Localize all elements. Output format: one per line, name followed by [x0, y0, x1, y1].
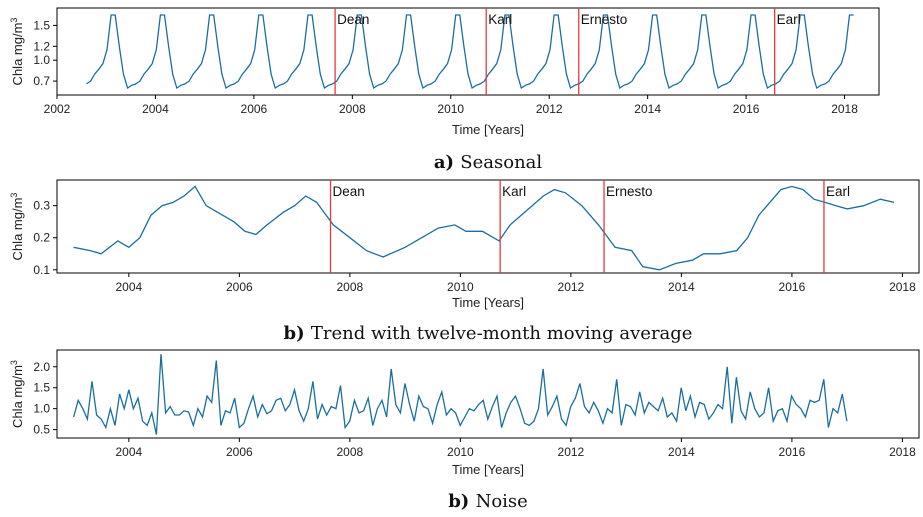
x-tick-label: 2004	[115, 280, 142, 294]
y-tick-label: 0.3	[33, 199, 50, 213]
x-tick-label: 2012	[558, 445, 585, 459]
event-label-earl: Earl	[777, 12, 801, 27]
series-line	[72, 354, 848, 435]
y-tick-label: 2.0	[33, 360, 50, 374]
x-tick-label: 2004	[115, 445, 142, 459]
series-line	[86, 14, 854, 90]
y-tick-label: 1.0	[33, 402, 50, 416]
panel-1: 2002 2004 2006 2008 2010 2012 2014 2016 2018 0.7 1…	[9, 7, 880, 173]
plot-frame	[56, 179, 920, 274]
event-label-karl: Karl	[488, 12, 512, 27]
x-tick-label: 2014	[634, 102, 661, 116]
x-tick-label: 2016	[779, 280, 806, 294]
x-tick-label: 2006	[241, 102, 268, 116]
x-axis-label: Time [Years]	[452, 122, 524, 137]
x-tick-label: 2016	[733, 102, 760, 116]
y-tick-label: 1.5	[33, 381, 50, 395]
x-tick-label: 2010	[447, 280, 474, 294]
x-axis-label: Time [Years]	[452, 295, 524, 310]
y-axis-label: Chla mg/m3	[9, 360, 25, 428]
x-tick-label: 2008	[339, 102, 366, 116]
panel-3: 2004 2006 2008 2010 2012 2014 2016 2018 0.5 1.0 1.…	[9, 349, 920, 512]
y-tick-label: 0.2	[33, 231, 50, 245]
event-label-ernesto: Ernesto	[581, 12, 628, 27]
y-axis-label: Chla mg/m3	[9, 18, 25, 86]
y-tick-label: 1.2	[33, 39, 50, 53]
x-tick-label: 2010	[437, 102, 464, 116]
y-tick-label: 1.0	[33, 53, 50, 67]
plot-frame	[56, 7, 880, 96]
x-tick-label: 2012	[536, 102, 563, 116]
event-label-ernesto: Ernesto	[606, 184, 653, 199]
event-label-earl: Earl	[826, 184, 850, 199]
y-tick-label: 0.5	[33, 423, 50, 437]
x-tick-label: 2016	[779, 445, 806, 459]
x-tick-label: 2006	[226, 280, 253, 294]
x-tick-label: 2012	[558, 280, 585, 294]
y-tick-label: 0.7	[33, 74, 50, 88]
x-tick-label: 2014	[668, 280, 695, 294]
x-tick-label: 2002	[44, 102, 71, 116]
event-label-karl: Karl	[502, 184, 526, 199]
panel-caption: b) Noise	[448, 491, 528, 512]
x-tick-label: 2014	[668, 445, 695, 459]
panel-caption: a) Seasonal	[434, 152, 543, 173]
x-tick-label: 2018	[889, 445, 916, 459]
event-label-dean: Dean	[337, 12, 369, 27]
panel-2: 2004 2006 2008 2010 2012 2014 2016 2018 0.1 0.2 0.…	[9, 179, 920, 344]
x-tick-label: 2004	[142, 102, 169, 116]
panel-caption: b) Trend with twelve-month moving averag…	[284, 323, 693, 344]
y-tick-label: 1.5	[33, 18, 50, 32]
x-tick-label: 2010	[447, 445, 474, 459]
plot-frame	[56, 349, 920, 439]
x-tick-label: 2008	[337, 445, 364, 459]
y-axis-label: Chla mg/m3	[9, 193, 25, 261]
series-line	[73, 185, 895, 271]
x-tick-label: 2008	[337, 280, 364, 294]
event-label-dean: Dean	[333, 184, 365, 199]
x-tick-label: 2006	[226, 445, 253, 459]
x-tick-label: 2018	[889, 280, 916, 294]
x-tick-label: 2018	[831, 102, 858, 116]
x-axis-label: Time [Years]	[452, 462, 524, 477]
y-tick-label: 0.1	[33, 263, 50, 277]
